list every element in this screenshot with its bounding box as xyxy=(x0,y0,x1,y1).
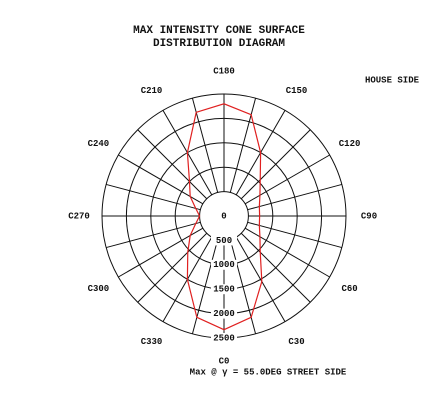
grid-spoke-minor xyxy=(240,129,311,200)
grid-spoke-minor xyxy=(191,98,219,193)
r-tick-label-bg xyxy=(211,284,237,295)
r-tick-label: 0 xyxy=(221,211,226,221)
plot xyxy=(186,103,263,331)
grid-spoke-minor xyxy=(247,221,342,249)
angle-tick-label: C330 xyxy=(141,337,163,347)
angle-tick-label: C120 xyxy=(339,139,361,149)
grid-spoke-minor xyxy=(137,232,208,303)
grid-spoke-minor xyxy=(229,239,257,334)
footer-note: Max @ γ = 55.0DEG STREET SIDE xyxy=(190,367,347,377)
chart-title: MAX INTENSITY CONE SURFACE xyxy=(133,25,305,37)
grid-spoke-minor xyxy=(106,221,201,249)
labels: C0 C30 C60 C90 C120 C150 C180 C210 C240 C270 C300 C… xyxy=(68,66,377,366)
angle-tick-label: C0 xyxy=(219,356,230,366)
angle-tick-label: C90 xyxy=(361,211,377,221)
angle-tick-label: C60 xyxy=(341,284,357,294)
intensity-curve xyxy=(186,103,263,331)
r-tick-label: 1500 xyxy=(213,285,235,295)
r-tick-label-bg xyxy=(211,259,237,270)
grid-spoke-minor xyxy=(191,239,219,334)
corner-note: HOUSE SIDE xyxy=(365,75,420,85)
grid-spoke-minor xyxy=(106,183,201,211)
angle-tick-label: C300 xyxy=(88,284,110,294)
r-tick-label-bg xyxy=(211,308,237,319)
angle-tick-label: C240 xyxy=(88,139,110,149)
r-tick-label-bg xyxy=(211,235,237,246)
grid-spoke-minor xyxy=(137,129,208,200)
r-tick-label-bg xyxy=(211,211,237,221)
grid-spoke-minor xyxy=(229,98,257,193)
grid-spoke-minor xyxy=(240,232,311,303)
angle-tick-label: C150 xyxy=(286,86,308,96)
grid-spoke xyxy=(235,236,286,322)
r-tick-label: 500 xyxy=(216,236,232,246)
grid-spoke xyxy=(118,227,204,278)
grid-spoke xyxy=(118,154,204,205)
angle-tick-label: C180 xyxy=(213,66,235,76)
grid-spoke xyxy=(244,154,330,205)
chart-title: DISTRIBUTION DIAGRAM xyxy=(153,38,285,50)
angle-tick-label: C30 xyxy=(288,337,304,347)
r-tick-label-bg xyxy=(211,333,237,343)
r-tick-label: 1000 xyxy=(213,260,235,270)
r-tick-label: 2000 xyxy=(213,309,235,319)
grid-spoke xyxy=(244,227,330,278)
angle-tick-label: C270 xyxy=(68,211,90,221)
angle-tick-label: C210 xyxy=(141,86,163,96)
grid-spoke-minor xyxy=(247,183,342,211)
r-tick-label: 2500 xyxy=(213,333,235,343)
